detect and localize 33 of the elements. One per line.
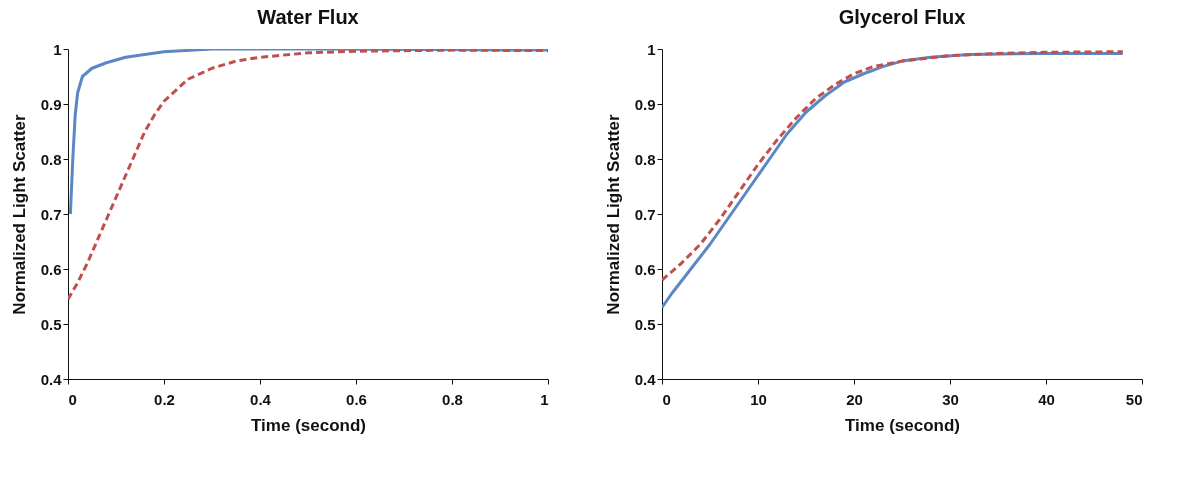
line-series — [68, 49, 548, 301]
x-tick-label: 50 — [1125, 390, 1143, 408]
y-tick-label: 0.5 — [634, 315, 656, 333]
chart-title: Glycerol Flux — [838, 6, 966, 28]
x-tick-label: 1 — [540, 390, 549, 408]
y-tick-label: 0.4 — [40, 370, 63, 388]
chart-title: Water Flux — [257, 6, 359, 28]
x-axis-title: Time (second) — [845, 415, 960, 435]
x-tick-label: 40 — [1038, 390, 1055, 408]
x-tick-label: 0.4 — [250, 390, 272, 408]
y-tick-label: 1 — [647, 40, 656, 58]
y-axis-title: Normalized Light Scatter — [9, 113, 29, 315]
x-tick-label: 30 — [942, 390, 959, 408]
y-tick-label: 0.8 — [40, 150, 62, 168]
x-tick-label: 0.8 — [442, 390, 463, 408]
y-tick-label: 0.9 — [634, 95, 656, 113]
y-tick-label: 0.6 — [40, 260, 62, 278]
y-tick-label: 0.7 — [40, 205, 62, 223]
y-axis-title: Normalized Light Scatter — [603, 113, 623, 315]
x-tick-label: 0.6 — [346, 390, 367, 408]
y-tick-label: 0.4 — [634, 370, 657, 388]
x-tick-label: 0 — [68, 390, 77, 408]
x-tick-label: 10 — [750, 390, 767, 408]
x-tick-label: 0 — [662, 390, 671, 408]
x-axis-title: Time (second) — [251, 415, 366, 435]
y-tick-label: 1 — [53, 40, 62, 58]
x-tick-label: 20 — [846, 390, 863, 408]
y-tick-label: 0.8 — [634, 150, 656, 168]
y-tick-label: 0.7 — [634, 205, 656, 223]
y-tick-label: 0.5 — [40, 315, 62, 333]
y-tick-label: 0.6 — [634, 260, 656, 278]
x-tick-label: 0.2 — [154, 390, 175, 408]
y-tick-label: 0.9 — [40, 95, 62, 113]
